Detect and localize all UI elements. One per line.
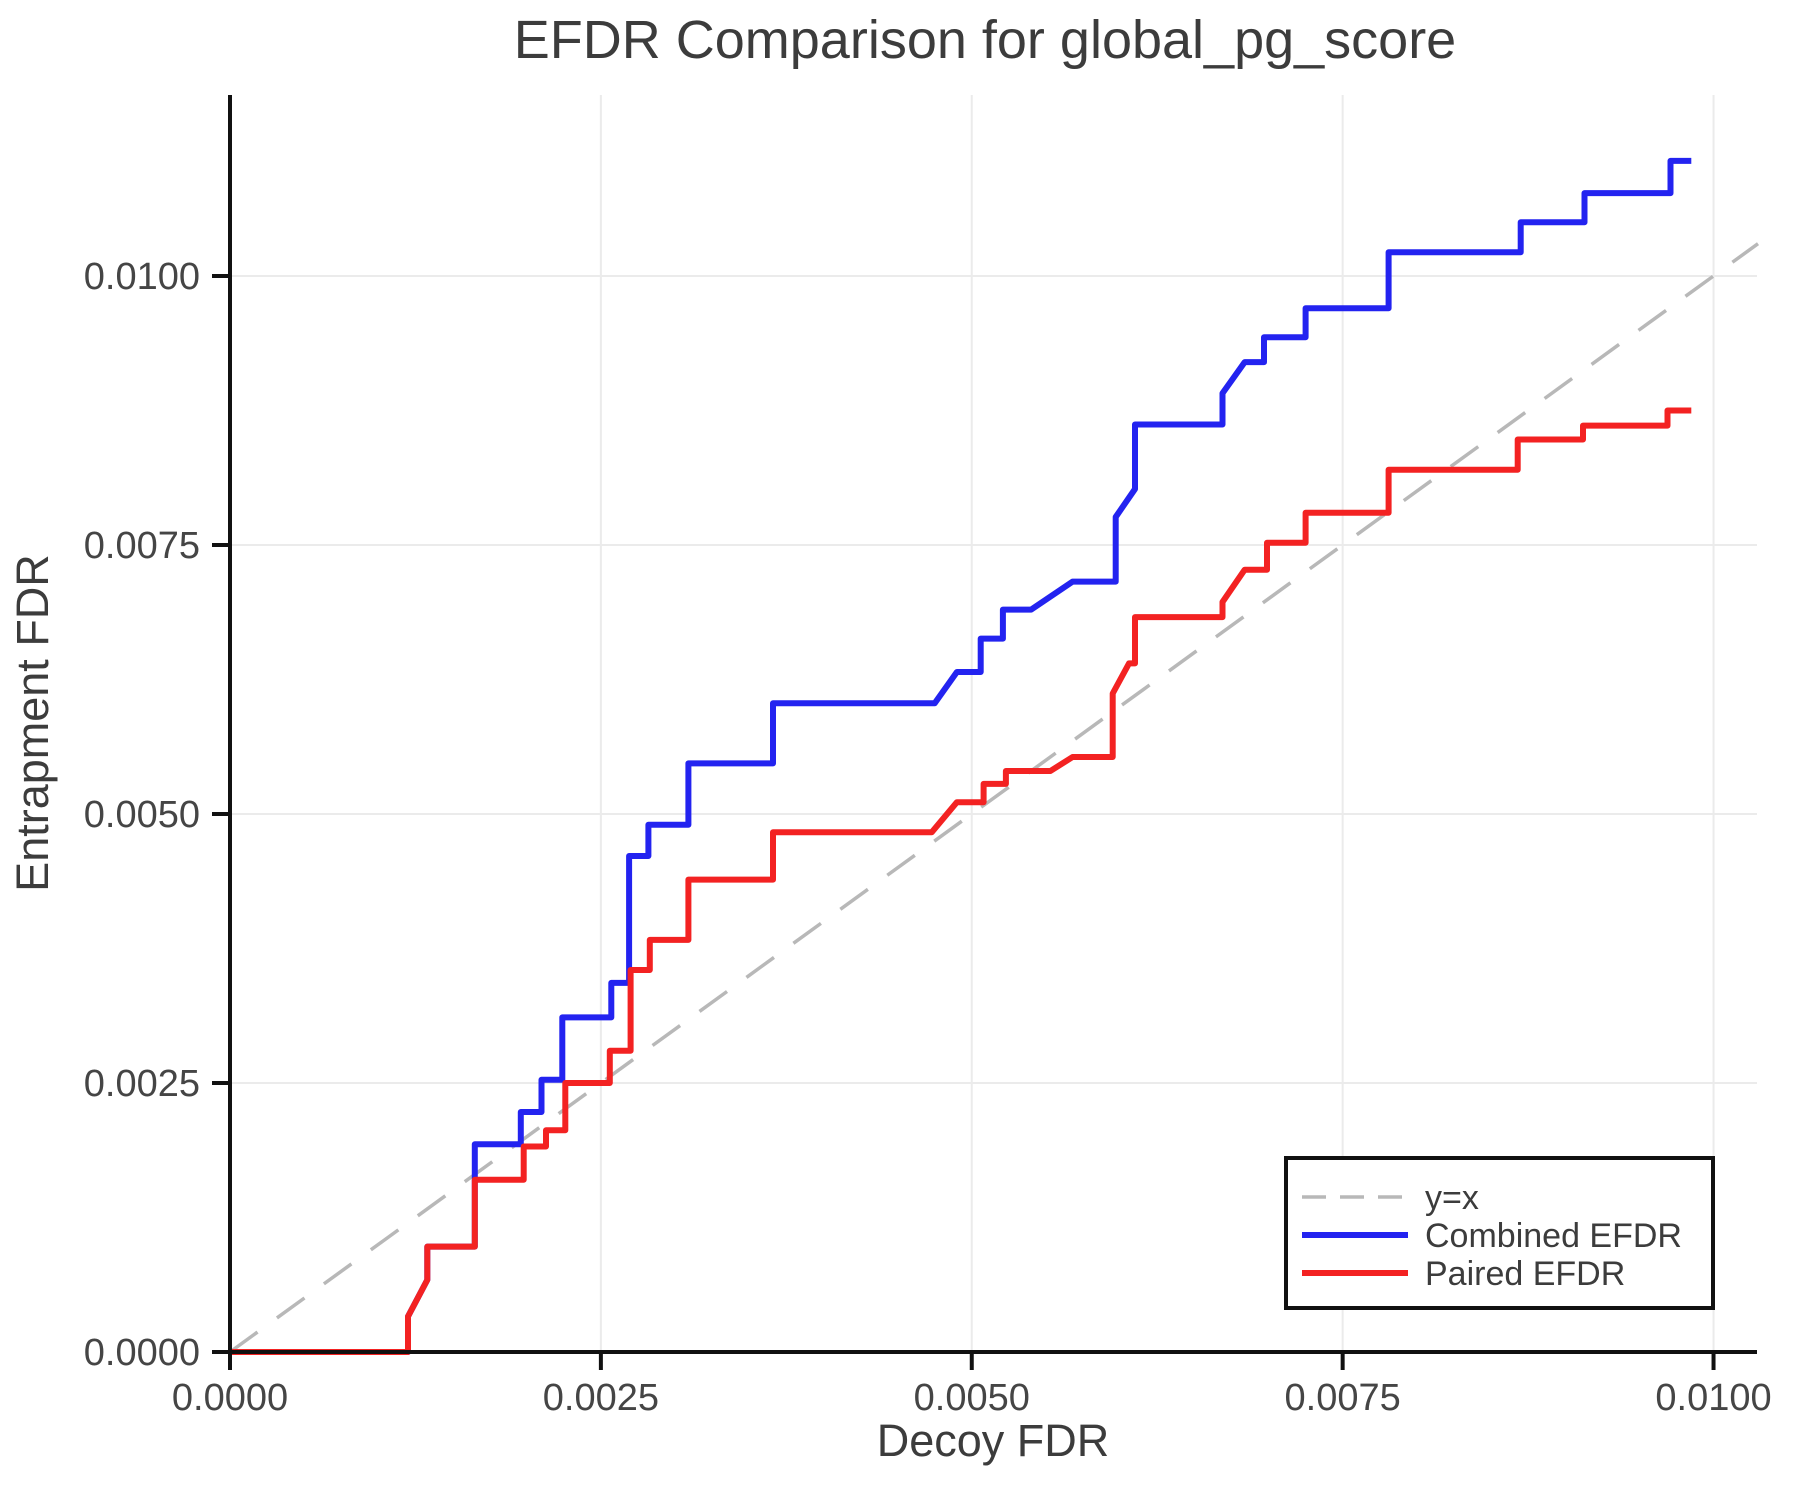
legend-label-combined: Combined EFDR [1425,1217,1682,1255]
x-tick-label: 0.0050 [914,1377,1030,1419]
y-tick-label: 0.0075 [84,525,200,567]
y-axis-label: Entrapment FDR [7,554,58,892]
y-tick-label: 0.0100 [84,256,200,298]
series-line-combined-efdr [230,157,1692,1355]
legend: y=x Combined EFDR Paired EFDR [1284,1156,1715,1310]
x-tick-label: 0.0025 [543,1377,659,1419]
axes-spines [228,95,1757,1354]
y-tick-label: 0.0050 [84,794,200,836]
series-line-paired-efdr [230,407,1692,1355]
y-tick-label: 0.0025 [84,1063,200,1105]
x-tick-label: 0.0100 [1655,1377,1771,1419]
tick-layer: 0.0000 0.0025 0.0050 0.0075 0.0100 0.0000 0.00… [84,256,1772,1419]
series-line-y-x [228,242,1760,1354]
x-tick-label: 0.0075 [1285,1377,1401,1419]
legend-label-paired: Paired EFDR [1425,1255,1625,1293]
x-tick-label: 0.0000 [172,1377,288,1419]
x-axis-label: Decoy FDR [877,1415,1110,1466]
chart-title: EFDR Comparison for global_pg_score [514,10,1456,70]
series-layer [228,157,1760,1355]
legend-label-yx: y=x [1425,1179,1479,1217]
y-tick-label: 0.0000 [84,1332,200,1374]
